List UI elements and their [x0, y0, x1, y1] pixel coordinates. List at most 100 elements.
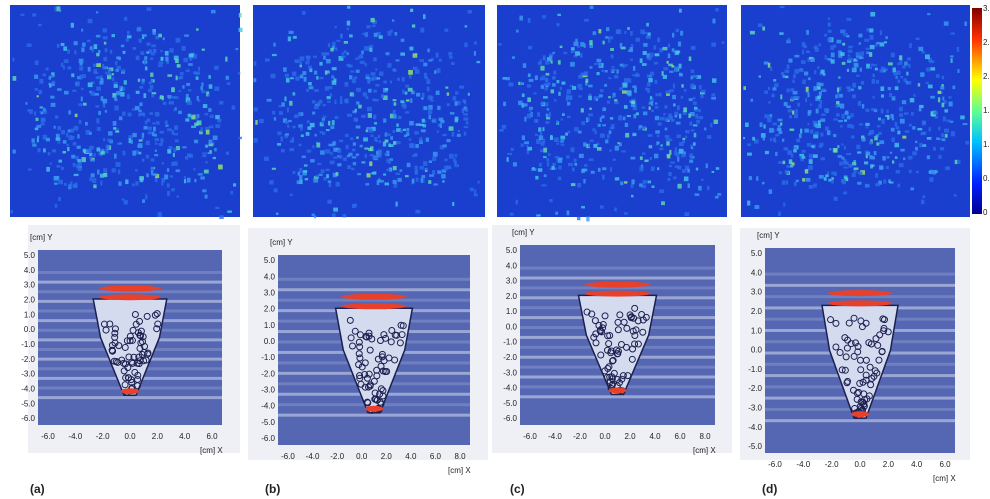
heat-speck [352, 156, 357, 158]
heat-speck [750, 31, 755, 35]
x-tick-label: -2.0 [825, 460, 839, 469]
heat-speck [865, 184, 869, 188]
heat-speck [289, 148, 294, 151]
heat-speck [630, 59, 633, 61]
heat-speck [811, 58, 815, 62]
heat-speck [859, 42, 861, 44]
heat-speck [429, 174, 434, 176]
heat-speck [511, 148, 514, 151]
heat-speck [413, 67, 418, 70]
heat-speck [794, 55, 799, 58]
heat-speck [528, 18, 531, 23]
heat-speck [365, 183, 369, 185]
heat-speck [64, 91, 69, 95]
heat-speck [869, 52, 872, 57]
heat-speck [782, 161, 785, 164]
heat-speck [325, 52, 329, 55]
heat-speck [355, 109, 357, 112]
y-tick-label: -3.0 [748, 404, 762, 413]
heat-speck [419, 59, 424, 62]
x-tick-label: 6.0 [430, 452, 442, 461]
heat-speck [385, 88, 388, 91]
heat-speck [588, 113, 593, 116]
colorbar-tick-label: 0 [983, 208, 988, 217]
heat-speck [609, 149, 611, 151]
heat-speck [575, 51, 580, 55]
heat-speck [114, 84, 118, 88]
heat-speck [67, 49, 70, 53]
x-tick-label: 8.0 [699, 432, 711, 441]
heat-speck [693, 101, 697, 105]
heat-speck [711, 94, 715, 97]
heat-speck [646, 35, 651, 39]
heat-speck [857, 182, 861, 185]
heat-speck [778, 131, 782, 134]
heat-speck [474, 41, 477, 44]
hot-band [828, 300, 893, 306]
heat-speck [614, 99, 617, 101]
colorbar [972, 8, 982, 214]
heat-speck [108, 131, 112, 135]
heat-speck [367, 107, 372, 112]
heat-speck [292, 72, 296, 76]
heat-speck [255, 120, 257, 125]
heat-speck [148, 89, 152, 92]
heat-speck [409, 47, 413, 51]
heat-speck [102, 28, 106, 32]
heat-speck [676, 122, 681, 125]
heat-speck [313, 178, 318, 183]
heat-speck [571, 47, 575, 50]
heat-speck [695, 193, 700, 196]
heat-speck [140, 51, 144, 55]
heat-speck [176, 169, 180, 172]
heat-speck [390, 81, 392, 84]
heat-speck [689, 160, 693, 163]
heat-speck [175, 139, 179, 142]
heat-speck [468, 10, 472, 13]
heat-speck [900, 119, 905, 124]
y-tick-label: 2.0 [264, 305, 276, 314]
heat-speck [153, 49, 157, 53]
heat-speck [344, 99, 348, 103]
heat-speck [325, 169, 329, 171]
heat-speck [613, 159, 616, 161]
heat-speck [602, 167, 606, 170]
heat-speck [401, 39, 405, 42]
heat-speck [74, 41, 78, 45]
heat-speck [358, 105, 362, 109]
heat-speck [859, 173, 862, 175]
heat-speck [330, 126, 334, 130]
heat-speck [40, 106, 44, 108]
heat-speck [144, 56, 147, 60]
heat-speck [548, 153, 551, 156]
heat-speck [387, 63, 391, 68]
heat-speck [571, 183, 575, 186]
heat-speck [319, 77, 323, 79]
heat-speck [444, 28, 448, 31]
heat-speck [474, 194, 478, 197]
heat-speck [341, 55, 345, 57]
heat-speck [279, 105, 282, 107]
heat-speck [356, 126, 361, 129]
heat-speck [320, 131, 323, 133]
heat-speck [10, 210, 12, 213]
heat-speck [957, 69, 959, 73]
heat-speck [663, 67, 668, 70]
heat-speck [167, 128, 172, 131]
heat-speck [628, 78, 631, 82]
heat-speck [136, 91, 140, 94]
heat-speck [904, 112, 908, 114]
heat-speck [825, 127, 829, 131]
heat-speck [951, 131, 955, 136]
heat-speck [13, 76, 17, 81]
heat-speck [409, 138, 412, 140]
heat-speck [941, 84, 943, 86]
heat-speck [191, 126, 196, 128]
heat-speck [684, 212, 689, 216]
heat-speck [752, 137, 755, 141]
heat-speck [555, 156, 560, 158]
heat-speck [942, 103, 945, 108]
y-tick-label: 5.0 [264, 256, 276, 265]
heat-speck [209, 126, 214, 128]
heat-speck [443, 144, 447, 147]
